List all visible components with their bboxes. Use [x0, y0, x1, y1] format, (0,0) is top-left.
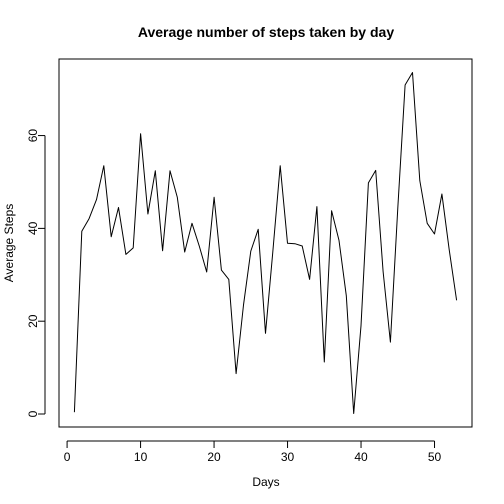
y-tick-label-60: 60 — [26, 129, 40, 143]
x-tick-label-30: 30 — [281, 450, 295, 464]
plot-area-frame — [58, 58, 473, 428]
data-points — [74, 72, 456, 413]
x-axis: 0 10 20 30 40 50 — [64, 440, 442, 464]
x-tick-label-40: 40 — [354, 450, 368, 464]
y-tick-label-20: 20 — [26, 314, 40, 328]
x-axis-label: Days — [252, 475, 279, 489]
y-tick-label-40: 40 — [26, 221, 40, 235]
chart-title: Average number of steps taken by day — [138, 24, 394, 40]
x-tick-label-0: 0 — [64, 450, 71, 464]
series-line — [73, 72, 458, 414]
x-tick-label-10: 10 — [134, 450, 148, 464]
x-tick-label-50: 50 — [428, 450, 442, 464]
y-axis-label: Average Steps — [2, 204, 16, 283]
x-tick-label-20: 20 — [207, 450, 221, 464]
y-tick-label-0: 0 — [26, 410, 40, 417]
y-axis: 0 20 40 60 — [26, 129, 46, 417]
